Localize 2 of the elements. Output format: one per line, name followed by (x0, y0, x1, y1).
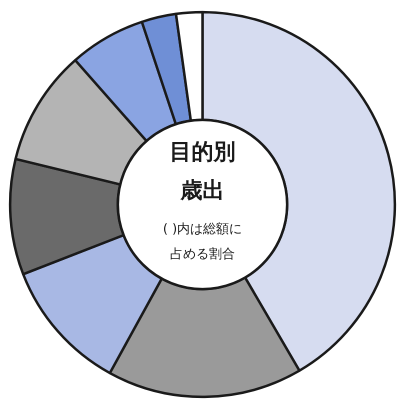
text: 目的別歳出 (170, 140, 236, 204)
text: ( )内は総額に占める割合 (162, 222, 242, 262)
